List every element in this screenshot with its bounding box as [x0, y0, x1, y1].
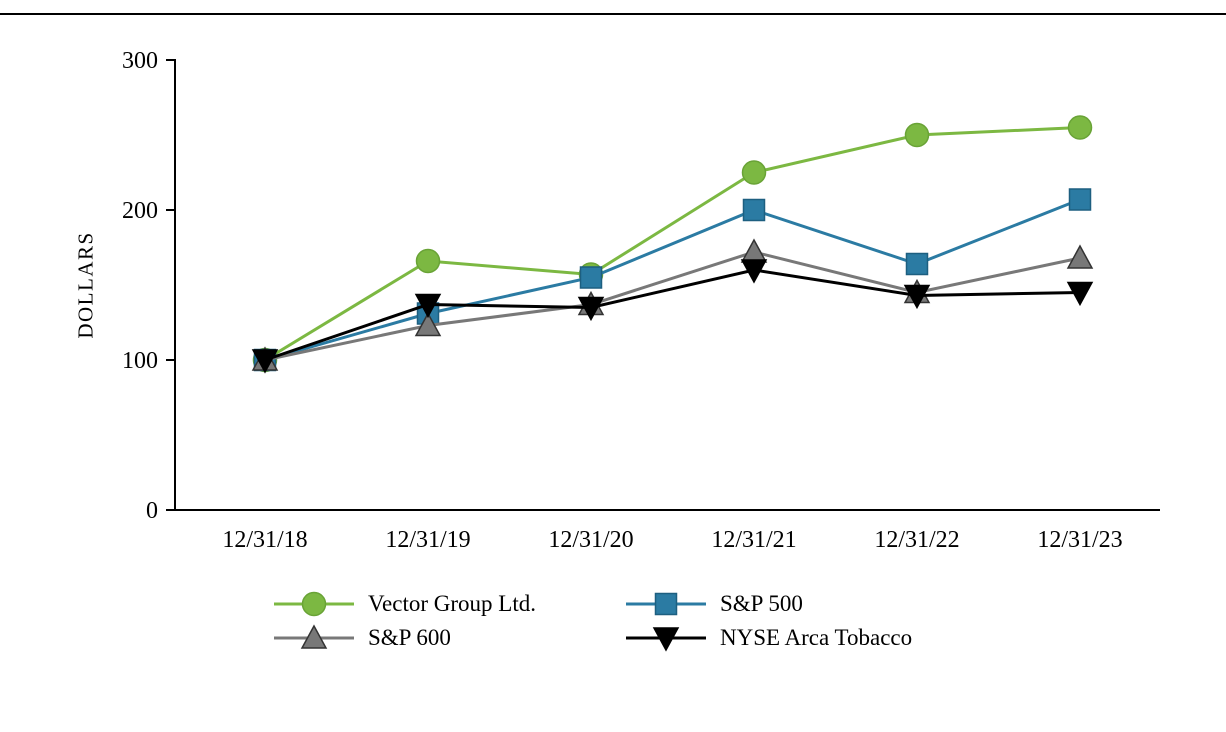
- legend-label-sp500: S&P 500: [720, 591, 803, 616]
- legend-label-vector-group: Vector Group Ltd.: [368, 591, 536, 616]
- legend-item-vector-group: Vector Group Ltd.: [272, 590, 624, 618]
- svg-text:12/31/20: 12/31/20: [548, 527, 633, 553]
- svg-text:12/31/21: 12/31/21: [711, 527, 796, 553]
- legend-marker-sp500-icon: [626, 592, 706, 616]
- top-rule: [0, 13, 1226, 15]
- svg-text:12/31/19: 12/31/19: [385, 527, 470, 553]
- legend-marker-vector-group-icon: [274, 591, 354, 617]
- legend-marker-sp600-icon: [274, 624, 354, 649]
- svg-text:100: 100: [122, 348, 158, 374]
- svg-text:200: 200: [122, 198, 158, 224]
- svg-text:12/31/18: 12/31/18: [222, 527, 307, 553]
- svg-text:300: 300: [122, 48, 158, 74]
- legend-marker-nyse-arca-tobacco-icon: [626, 627, 706, 652]
- plot-area: 0 100 200 300 12/31/18 12/31/19 12/31/20 12/31/…: [122, 48, 1160, 553]
- legend-label-sp600: S&P 600: [368, 625, 451, 650]
- svg-text:0: 0: [146, 498, 158, 524]
- legend-item-sp600: S&P 600: [272, 624, 624, 652]
- legend-label-nyse-arca-tobacco: NYSE Arca Tobacco: [720, 625, 913, 650]
- chart-legend: Vector Group Ltd. S&P 500 S&P 600 NYSE A…: [272, 590, 912, 652]
- svg-text:12/31/23: 12/31/23: [1037, 527, 1122, 553]
- legend-item-nyse-arca-tobacco: NYSE Arca Tobacco: [624, 624, 912, 652]
- legend-item-sp500: S&P 500: [624, 590, 912, 618]
- svg-text:12/31/22: 12/31/22: [874, 527, 959, 553]
- y-axis-label: DOLLARS: [73, 231, 98, 339]
